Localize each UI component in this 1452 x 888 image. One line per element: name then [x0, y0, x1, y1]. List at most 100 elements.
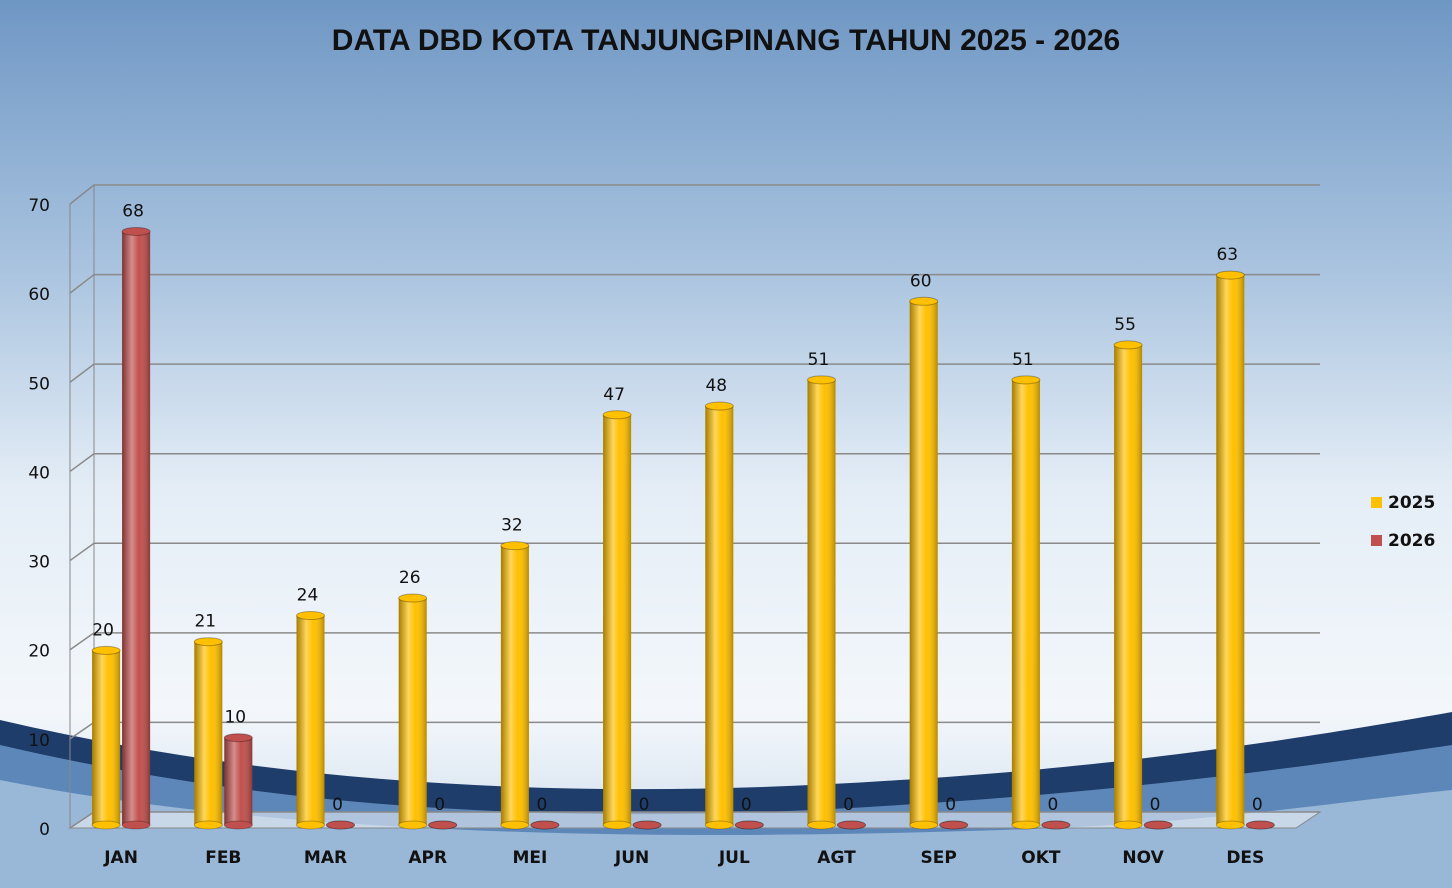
bar-cap [193, 637, 223, 647]
value-label: 0 [1252, 795, 1263, 815]
value-label: 68 [122, 201, 144, 221]
value-label: 0 [536, 795, 547, 815]
bar-base [1215, 820, 1245, 830]
grid-line [69, 273, 1320, 294]
bar-shade [807, 379, 836, 825]
bar-base [704, 820, 734, 830]
value-label: 0 [843, 795, 854, 815]
bar-shade [224, 737, 253, 825]
value-label: 0 [1150, 795, 1161, 815]
value-label: 51 [808, 350, 830, 370]
y-tick-label: 50 [28, 374, 50, 394]
bar-shade [500, 545, 529, 825]
bar-base [909, 820, 939, 830]
value-label: 0 [741, 795, 752, 815]
x-tick-label: OKT [1021, 848, 1061, 868]
bar-cap [632, 820, 662, 830]
bar-cap [530, 820, 560, 830]
bar-shade [1114, 344, 1143, 825]
x-tick-label: NOV [1122, 848, 1164, 868]
value-label: 32 [501, 516, 523, 536]
bar-cap [121, 226, 151, 236]
bar-cap [1215, 270, 1245, 280]
wave-pale [0, 780, 1452, 888]
bar-base [91, 820, 121, 830]
bar-cap [326, 820, 355, 830]
bar-base [807, 820, 836, 830]
value-label: 48 [705, 376, 727, 396]
x-tick-label: JAN [103, 848, 138, 868]
bar-cap [428, 820, 458, 830]
bar-cap [909, 296, 939, 306]
x-tick-label: MAR [304, 848, 347, 868]
y-tick-label: 30 [28, 553, 50, 573]
bar-shade [92, 650, 121, 825]
bar-shade [705, 406, 734, 825]
value-label: 10 [224, 708, 246, 728]
value-label: 26 [399, 568, 421, 588]
value-label: 0 [639, 795, 650, 815]
y-tick-label: 40 [28, 463, 50, 483]
y-tick-label: 10 [28, 731, 50, 751]
x-tick-label: JUN [614, 848, 649, 868]
chart-title: DATA DBD KOTA TANJUNGPINANG TAHUN 2025 -… [332, 24, 1120, 57]
x-tick-label: JUL [718, 848, 750, 868]
y-tick-label: 60 [28, 285, 50, 305]
bar-cap [1011, 375, 1041, 385]
bar-cap [1041, 820, 1071, 830]
bar-base [500, 820, 530, 830]
x-tick-label: AGT [817, 848, 856, 868]
bar-cap [704, 401, 734, 411]
value-label: 63 [1216, 245, 1238, 265]
bar-cap [1143, 820, 1173, 830]
bar-shade [909, 301, 938, 825]
x-tick-label: FEB [205, 848, 241, 868]
bar-cap [398, 593, 428, 603]
legend-label: 2026 [1388, 531, 1435, 551]
legend-label: 2025 [1388, 493, 1435, 513]
x-tick-label: SEP [921, 848, 957, 868]
bar-cap [807, 375, 836, 385]
bar-cap [837, 820, 866, 830]
y-tick-label: 0 [39, 820, 50, 840]
bar-cap [1245, 820, 1275, 830]
bar-base [602, 820, 632, 830]
value-label: 24 [297, 586, 319, 606]
value-label: 21 [194, 612, 216, 632]
bar-base [1011, 820, 1041, 830]
bar-shade [122, 231, 151, 825]
bar-cap [1113, 340, 1143, 350]
grid-line [69, 184, 1320, 205]
bar-shade [296, 615, 325, 825]
bar-base [1113, 820, 1143, 830]
legend-swatch [1371, 535, 1382, 546]
bar-shade [603, 414, 632, 825]
bar-cap [500, 541, 530, 551]
value-label: 0 [1047, 795, 1058, 815]
bar-cap [734, 820, 764, 830]
legend-swatch [1371, 497, 1382, 508]
bar-shade [1011, 379, 1040, 825]
value-label: 0 [434, 795, 445, 815]
bar-cap [939, 820, 969, 830]
bar-cap [91, 645, 121, 655]
bar-shade [194, 641, 223, 825]
value-label: 0 [332, 795, 343, 815]
y-tick-label: 20 [28, 642, 50, 662]
x-tick-label: MEI [512, 848, 547, 868]
bar-shade [1216, 275, 1245, 826]
x-tick-label: APR [408, 848, 447, 868]
y-tick-label: 70 [28, 196, 50, 216]
bar-base [296, 820, 325, 830]
value-label: 55 [1114, 315, 1136, 335]
bar-base [398, 820, 428, 830]
bar-base [223, 820, 253, 830]
value-label: 0 [945, 795, 956, 815]
value-label: 20 [92, 620, 114, 640]
x-tick-label: DES [1226, 848, 1264, 868]
bar-base [193, 820, 223, 830]
bar-cap [602, 410, 632, 420]
bar-shade [398, 598, 427, 825]
value-label: 60 [910, 271, 932, 291]
